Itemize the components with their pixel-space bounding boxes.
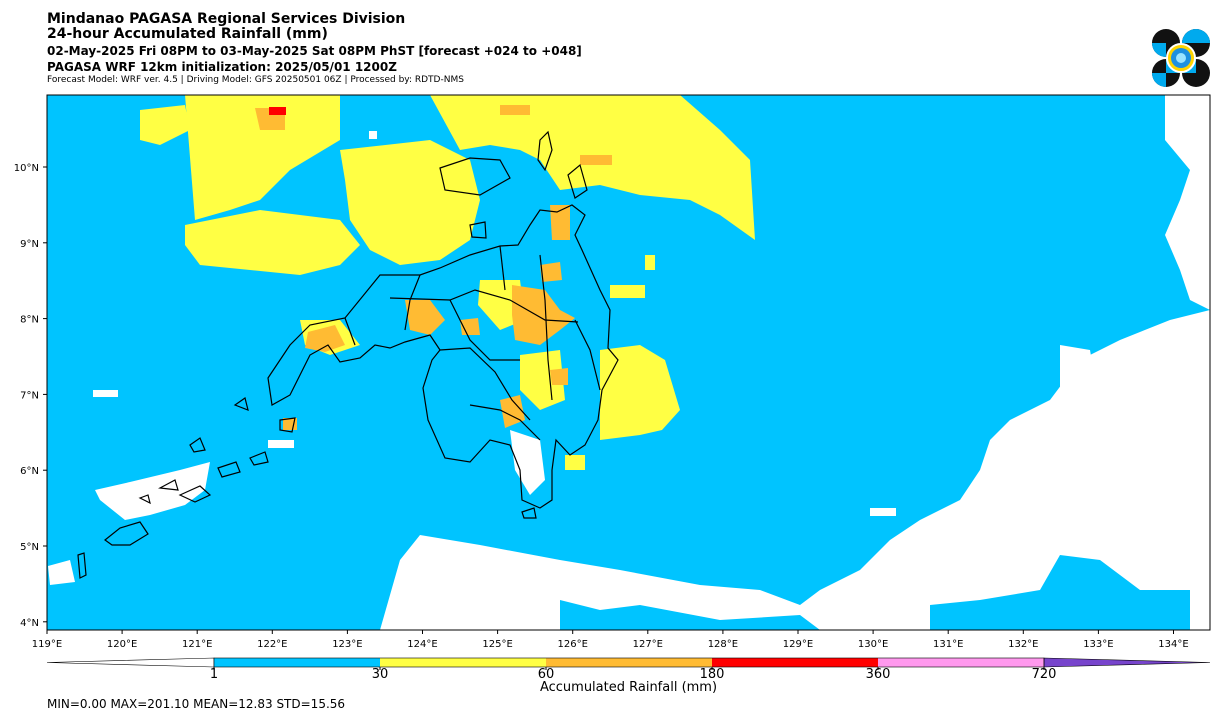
colorbar-tick-label: 30 [372,667,389,682]
colorbar-tick-label: 360 [866,667,891,682]
map-subtitle: 24-hour Accumulated Rainfall (mm) [47,26,328,42]
rainfall-statistics: MIN=0.00 MAX=201.10 MEAN=12.83 STD=15.56 [47,697,346,711]
lon-label: 130°E [858,639,888,650]
lon-label: 129°E [783,639,813,650]
lat-label: 8°N [20,315,39,326]
lon-label: 134°E [1158,639,1188,650]
lon-label: 132°E [1008,639,1038,650]
lon-label: 124°E [407,639,437,650]
colorbar-segment [878,658,1044,667]
lon-label: 126°E [557,639,587,650]
colorbar-high-extend [1043,657,1211,668]
colorbar-tick-label: 180 [700,667,725,682]
map-frame [46,94,1211,631]
lon-label: 133°E [1083,639,1113,650]
colorbar-segment [380,658,546,667]
rainfall-field [47,95,1210,630]
lon-label: 120°E [107,639,137,650]
colorbar-segment [546,658,712,667]
lon-label: 128°E [708,639,738,650]
lat-label: 4°N [20,618,39,629]
lon-label: 123°E [332,639,362,650]
coastlines [77,130,619,579]
lon-label: 119°E [32,639,62,650]
map-title: Mindanao PAGASA Regional Services Divisi… [47,11,406,27]
lon-label: 125°E [482,639,512,650]
lat-label: 5°N [20,542,39,553]
pagasa-logo-icon [1152,29,1210,87]
colorbar-title: Accumulated Rainfall (mm) [539,680,718,695]
colorbar-tick-label: 720 [1032,667,1057,682]
latitude-labels: 10°N 9°N 8°N 7°N 6°N 5°N 4°N [14,163,39,629]
lat-label: 7°N [20,390,39,401]
lon-label: 131°E [933,639,963,650]
colorbar: 1 30 60 180 360 720 [46,657,1211,682]
lat-label: 9°N [20,239,39,250]
forecast-period: 02-May-2025 Fri 08PM to 03-May-2025 Sat … [47,44,582,58]
lat-label: 6°N [20,466,39,477]
model-info: Forecast Model: WRF ver. 4.5 | Driving M… [47,75,464,85]
lon-label: 127°E [633,639,663,650]
map-graticule [43,166,1174,634]
lat-label: 10°N [14,163,39,174]
lon-label: 122°E [257,639,287,650]
colorbar-segment [712,658,878,667]
colorbar-tick-label: 60 [538,667,555,682]
colorbar-tick-label: 1 [210,667,218,682]
lon-label: 121°E [182,639,212,650]
colorbar-low-extend [46,657,215,668]
longitude-labels: 119°E 120°E 121°E 122°E 123°E 124°E 125°E 126°E… [32,639,1189,650]
initialization-text: PAGASA WRF 12km initialization: 2025/05/… [47,60,397,74]
colorbar-segment [214,658,380,667]
